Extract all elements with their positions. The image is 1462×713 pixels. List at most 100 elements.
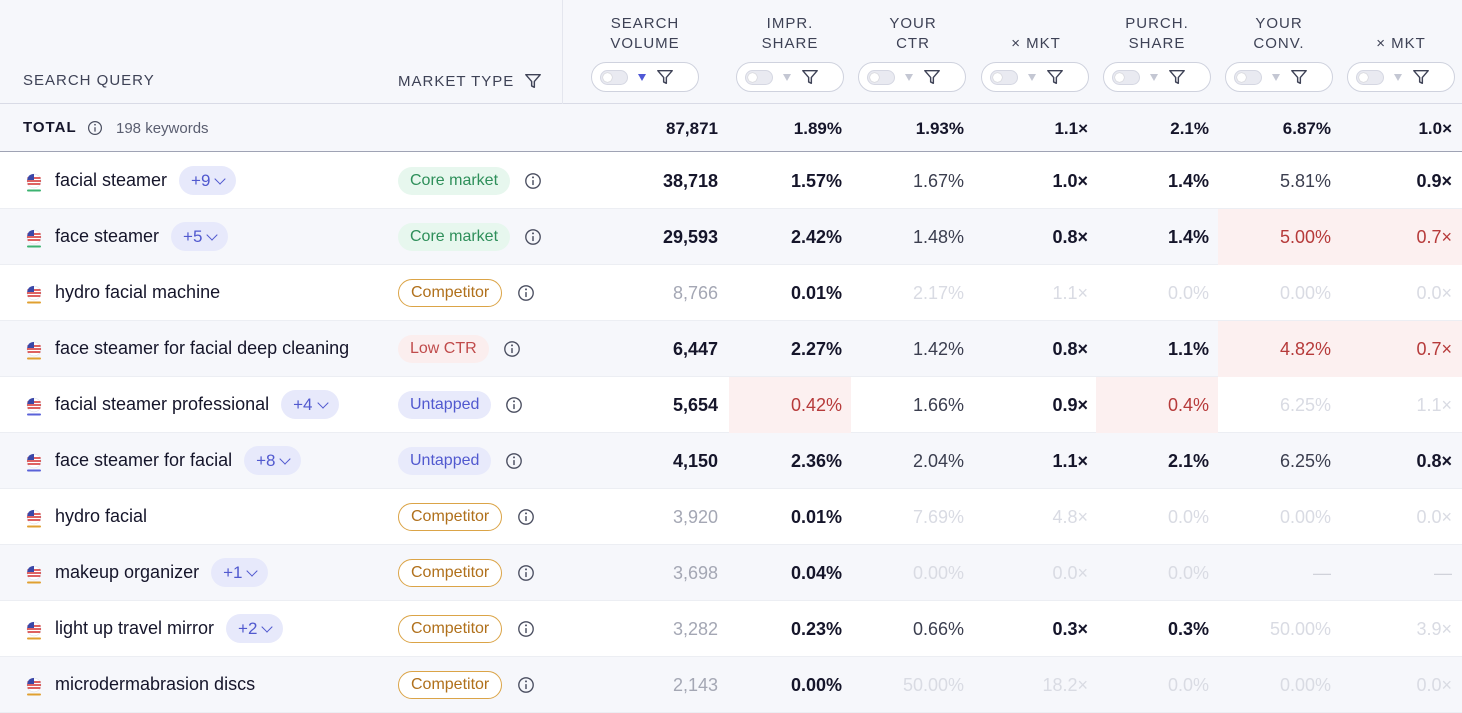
sort-arrow-icon[interactable] — [1150, 73, 1158, 81]
us-flag-icon — [26, 397, 42, 416]
metric-cell: 6.25% — [1279, 394, 1331, 415]
toggle-switch[interactable] — [1234, 69, 1262, 85]
column-header[interactable]: YOUR CTR — [853, 14, 973, 54]
column-filter-control[interactable] — [1347, 62, 1455, 92]
info-icon[interactable] — [87, 120, 103, 136]
related-keywords-button[interactable]: +1 — [211, 558, 269, 587]
column-filter-control[interactable] — [981, 62, 1089, 92]
toggle-switch[interactable] — [990, 69, 1018, 85]
chevron-down-icon — [261, 620, 274, 633]
table-row[interactable]: facial steamer professional +4 Untapped 5,6… — [0, 377, 1462, 433]
column-header[interactable]: IMPR. SHARE — [730, 14, 850, 54]
related-keywords-button[interactable]: +2 — [226, 614, 284, 643]
filter-icon[interactable] — [1412, 68, 1430, 86]
info-icon[interactable] — [517, 620, 535, 638]
related-keywords-button[interactable]: +4 — [281, 390, 339, 419]
market-type-badge: Competitor — [398, 671, 503, 699]
filter-icon[interactable] — [923, 68, 941, 86]
table-row[interactable]: hydro facial machine Competitor 8,766 0.01%… — [0, 265, 1462, 321]
filter-icon[interactable] — [801, 68, 819, 86]
sort-arrow-icon[interactable] — [905, 73, 913, 81]
table-row[interactable]: face steamer for facial +8 Untapped 4,150 2.… — [0, 433, 1462, 489]
toggle-switch[interactable] — [745, 69, 773, 85]
total-value: 1.89% — [793, 119, 842, 138]
search-query-text[interactable]: facial steamer professional — [55, 394, 270, 414]
column-filter-control[interactable] — [1225, 62, 1333, 92]
sort-arrow-icon[interactable] — [783, 73, 791, 81]
related-keywords-button[interactable]: +5 — [171, 222, 229, 251]
column-header-line2: SHARE — [761, 35, 819, 52]
search-query-text[interactable]: face steamer — [55, 226, 160, 246]
info-icon[interactable] — [517, 508, 535, 526]
column-header[interactable]: × MKT — [1341, 14, 1461, 54]
metric-cell: 3,920 — [672, 506, 718, 527]
metric-cell: 1.48% — [912, 226, 964, 247]
column-filter-control[interactable] — [1103, 62, 1211, 92]
sort-arrow-icon[interactable] — [1394, 73, 1402, 81]
info-icon[interactable] — [505, 396, 523, 414]
sort-arrow-icon[interactable] — [1272, 73, 1280, 81]
info-icon[interactable] — [524, 172, 542, 190]
metric-cell: 1.4% — [1167, 226, 1209, 247]
column-header[interactable]: SEARCH VOLUME — [585, 14, 705, 54]
column-header-line2: VOLUME — [610, 35, 680, 52]
metric-cell: 1.67% — [912, 170, 964, 191]
column-header-line1: SEARCH — [610, 15, 680, 32]
filter-icon[interactable] — [1290, 68, 1308, 86]
column-header[interactable]: × MKT — [976, 14, 1096, 54]
market-type-header[interactable]: MARKET TYPE — [398, 72, 542, 90]
column-filter-control[interactable] — [858, 62, 966, 92]
column-filter-control[interactable] — [736, 62, 844, 92]
table-row[interactable]: light up travel mirror +2 Competitor 3,282 0… — [0, 601, 1462, 657]
info-icon[interactable] — [517, 284, 535, 302]
info-icon[interactable] — [524, 228, 542, 246]
related-keywords-button[interactable]: +9 — [179, 166, 237, 195]
chevron-down-icon — [316, 396, 329, 409]
metric-cell: 0.4% — [1096, 377, 1218, 433]
filter-icon[interactable] — [524, 72, 542, 90]
column-filter-control[interactable] — [591, 62, 699, 92]
filter-icon[interactable] — [656, 68, 674, 86]
toggle-switch[interactable] — [867, 69, 895, 85]
sort-arrow-icon[interactable] — [638, 73, 646, 81]
info-icon[interactable] — [517, 676, 535, 694]
search-query-header: SEARCH QUERY — [23, 72, 155, 89]
sort-arrow-icon[interactable] — [1028, 73, 1036, 81]
filter-icon[interactable] — [1046, 68, 1064, 86]
us-flag-icon — [26, 621, 42, 640]
toggle-switch[interactable] — [1356, 69, 1384, 85]
info-icon[interactable] — [503, 340, 521, 358]
metric-cell: 2.04% — [912, 450, 964, 471]
table-row[interactable]: face steamer +5 Core market 29,593 2.42% 1.48… — [0, 209, 1462, 265]
info-icon[interactable] — [505, 452, 523, 470]
total-value: 1.0× — [1418, 119, 1452, 138]
table-row[interactable]: facial steamer +9 Core market 38,718 1.57% 1.… — [0, 153, 1462, 209]
search-query-text[interactable]: microdermabrasion discs — [55, 674, 256, 694]
search-query-text[interactable]: hydro facial machine — [55, 282, 221, 302]
table-row[interactable]: microdermabrasion discs Competitor 2,143 0.… — [0, 657, 1462, 713]
filter-icon[interactable] — [1168, 68, 1186, 86]
column-header-line2: × MKT — [1011, 35, 1061, 52]
metric-cell: 0.3% — [1167, 618, 1209, 639]
search-query-text[interactable]: light up travel mirror — [55, 618, 215, 638]
search-query-text[interactable]: face steamer for facial deep cleaning — [55, 338, 350, 358]
table-row[interactable]: hydro facial Competitor 3,920 0.01% 7.69% 4.8… — [0, 489, 1462, 545]
table-header: SEARCH QUERY MARKET TYPE SEARCH VOLUME IMP… — [0, 0, 1462, 104]
table-row[interactable]: makeup organizer +1 Competitor 3,698 0.04% 0.… — [0, 545, 1462, 601]
search-query-text[interactable]: facial steamer — [55, 170, 168, 190]
search-query-text[interactable]: makeup organizer — [55, 562, 200, 582]
metric-cell: 50.00% — [902, 674, 964, 695]
search-query-text[interactable]: face steamer for facial — [55, 450, 233, 470]
search-query-text[interactable]: hydro facial — [55, 506, 148, 526]
total-label: TOTAL — [23, 119, 77, 136]
table-row[interactable]: face steamer for facial deep cleaning Low… — [0, 321, 1462, 377]
column-header[interactable]: YOUR CONV. — [1219, 14, 1339, 54]
info-icon[interactable] — [517, 564, 535, 582]
toggle-switch[interactable] — [600, 69, 628, 85]
toggle-switch[interactable] — [1112, 69, 1140, 85]
related-keywords-button[interactable]: +8 — [244, 446, 302, 475]
column-header[interactable]: PURCH. SHARE — [1097, 14, 1217, 54]
column-divider — [562, 0, 563, 152]
metric-cell: 0.7× — [1340, 209, 1462, 265]
